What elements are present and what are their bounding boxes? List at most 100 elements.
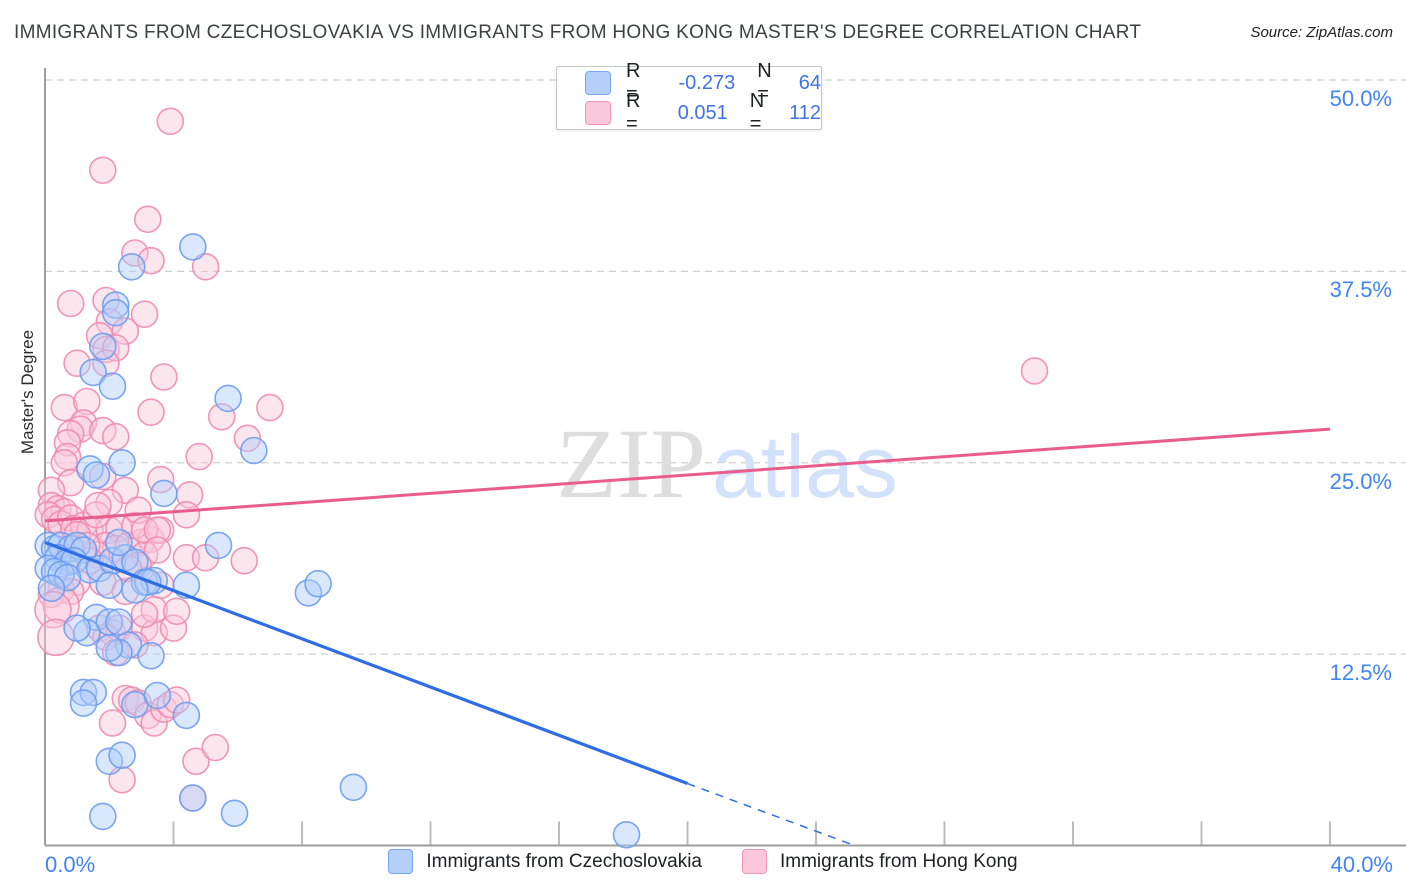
- scatter-point-czechoslovakia: [53, 563, 82, 592]
- scatter-point-hong-kong: [256, 393, 284, 422]
- scatter-point-czechoslovakia: [98, 372, 127, 401]
- x-tick-max: 40.0%: [1330, 852, 1393, 877]
- legend-item-hong-kong: Immigrants from Hong Kong: [742, 849, 1018, 874]
- scatter-point-hong-kong: [56, 289, 85, 318]
- y-tick-50: 50.0%: [1329, 86, 1392, 111]
- scatter-point-czechoslovakia: [179, 784, 207, 812]
- scatter-point-hong-kong: [185, 442, 213, 471]
- scatter-point-czechoslovakia: [101, 291, 130, 319]
- r-value-czechoslovakia: -0.273: [678, 71, 736, 94]
- scatter-point-czechoslovakia: [79, 678, 107, 707]
- scatter-point-hong-kong: [143, 536, 172, 564]
- scatter-point-czechoslovakia: [204, 531, 233, 560]
- hong-kong-swatch: [585, 101, 611, 125]
- scatter-point-czechoslovakia: [108, 741, 136, 770]
- scatter-point-hong-kong: [34, 590, 72, 629]
- scatter-point-hong-kong: [159, 614, 188, 642]
- scatter-point-czechoslovakia: [69, 678, 98, 707]
- scatter-point-hong-kong: [53, 428, 82, 457]
- legend-item-czechoslovakia: Immigrants from Czechoslovakia: [388, 849, 702, 874]
- scatter-point-hong-kong: [82, 500, 111, 529]
- scatter-point-czechoslovakia: [89, 332, 117, 361]
- scatter-point-czechoslovakia: [143, 681, 172, 710]
- scatter-point-czechoslovakia: [108, 448, 136, 477]
- trendline-hong-kong: [44, 427, 1331, 523]
- scatter-point-hong-kong: [172, 500, 201, 529]
- scatter-point-hong-kong: [84, 491, 112, 520]
- scatter-point-czechoslovakia: [172, 701, 201, 730]
- scatter-point-czechoslovakia: [339, 773, 368, 802]
- scatter-point-czechoslovakia: [82, 461, 111, 489]
- scatter-point-hong-kong: [89, 156, 117, 185]
- r-label: R =: [626, 90, 641, 135]
- scatter-point-hong-kong: [101, 422, 130, 451]
- series-legend: Immigrants from Czechoslovakia Immigrant…: [0, 849, 1406, 874]
- scatter-point-czechoslovakia: [95, 747, 124, 776]
- scatter-point-hong-kong: [201, 733, 230, 762]
- czechoslovakia-swatch: [388, 849, 414, 874]
- scatter-point-hong-kong: [89, 416, 117, 445]
- trendline-czechoslovakia-extrapolated: [687, 782, 855, 847]
- r-value-hong-kong: 0.051: [677, 101, 728, 124]
- scatter-point-czechoslovakia: [220, 799, 249, 828]
- scatter-point-hong-kong: [121, 239, 149, 267]
- scatter-point-czechoslovakia: [79, 358, 107, 387]
- source-link[interactable]: Source: ZipAtlas.com: [1250, 24, 1393, 41]
- scatter-point-hong-kong: [146, 465, 175, 494]
- scatter-point-hong-kong: [140, 709, 168, 737]
- scatter-point-czechoslovakia: [150, 479, 178, 508]
- scatter-point-hong-kong: [162, 597, 191, 626]
- watermark-zip: ZIP: [556, 408, 706, 519]
- scatter-point-czechoslovakia: [214, 384, 242, 413]
- y-tick-37-5: 37.5%: [1329, 277, 1392, 302]
- scatter-point-hong-kong: [207, 402, 236, 431]
- scatter-point-hong-kong: [156, 107, 185, 136]
- n-value-hong-kong: 112: [789, 101, 821, 124]
- scatter-point-hong-kong: [150, 363, 178, 391]
- scatter-point-czechoslovakia: [304, 569, 332, 598]
- scatter-point-czechoslovakia: [89, 802, 117, 831]
- scatter-point-hong-kong: [130, 600, 159, 629]
- scatter-point-hong-kong: [230, 546, 258, 575]
- y-tick-12-5: 12.5%: [1329, 660, 1392, 685]
- legend-row-czechoslovakia: R = -0.273 N = 64: [557, 60, 821, 105]
- legend-label-czechoslovakia: Immigrants from Czechoslovakia: [426, 850, 702, 872]
- scatter-point-hong-kong: [63, 349, 91, 378]
- czechoslovakia-swatch: [585, 71, 611, 95]
- scatter-point-czechoslovakia: [95, 634, 124, 662]
- scatter-point-hong-kong: [137, 398, 165, 427]
- scatter-point-czechoslovakia: [612, 820, 641, 849]
- scatter-point-hong-kong: [50, 393, 79, 422]
- scatter-point-hong-kong: [73, 387, 101, 416]
- scatter-point-czechoslovakia: [137, 641, 165, 670]
- scatter-point-hong-kong: [98, 709, 127, 737]
- scatter-point-hong-kong: [130, 300, 159, 329]
- legend-label-hong-kong: Immigrants from Hong Kong: [780, 850, 1018, 872]
- legend-row-hong-kong: R = 0.051 N = 112: [557, 90, 821, 135]
- trendline-czechoslovakia: [44, 540, 689, 785]
- scatter-point-czechoslovakia: [179, 233, 207, 261]
- scatter-point-czechoslovakia: [95, 571, 124, 600]
- scatter-point-hong-kong: [134, 205, 162, 234]
- scatter-point-czechoslovakia: [101, 298, 130, 327]
- scatter-point-hong-kong: [191, 252, 220, 281]
- scatter-point-czechoslovakia: [37, 574, 66, 603]
- scatter-point-hong-kong: [1020, 357, 1049, 385]
- scatter-point-czechoslovakia: [105, 608, 133, 636]
- scatter-point-czechoslovakia: [63, 614, 91, 642]
- scatter-point-czechoslovakia: [240, 436, 268, 465]
- r-label: R =: [626, 60, 641, 105]
- scatter-point-czechoslovakia: [105, 528, 133, 557]
- y-axis-title: Master's Degree: [18, 329, 37, 455]
- n-value-czechoslovakia: 64: [798, 71, 821, 94]
- n-label: N =: [757, 60, 772, 105]
- x-tick-min: 0.0%: [45, 852, 96, 877]
- n-label: N =: [749, 90, 765, 135]
- scatter-point-hong-kong: [37, 476, 66, 505]
- scatter-point-czechoslovakia: [69, 689, 98, 717]
- scatter-point-hong-kong: [182, 747, 210, 776]
- chart-title: IMMIGRANTS FROM CZECHOSLOVAKIA VS IMMIGR…: [14, 22, 1142, 43]
- hong-kong-swatch: [742, 849, 767, 874]
- y-tick-25: 25.0%: [1329, 469, 1392, 494]
